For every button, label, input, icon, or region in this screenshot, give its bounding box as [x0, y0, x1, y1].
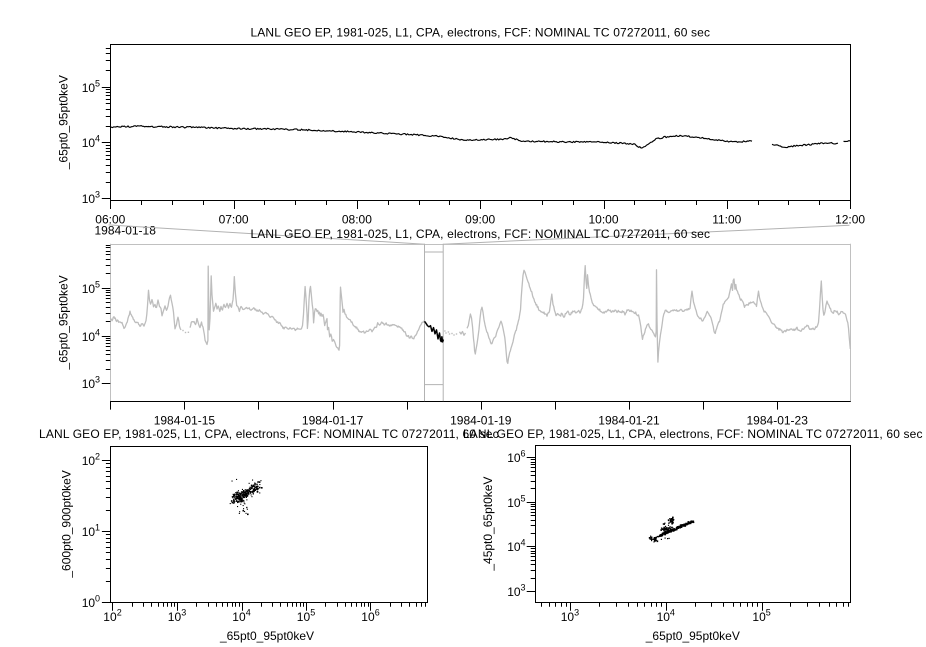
svg-text:11:00: 11:00 — [712, 213, 741, 227]
svg-text:5: 5 — [521, 494, 526, 504]
svg-text:4: 4 — [95, 328, 100, 338]
svg-text:10: 10 — [82, 136, 96, 150]
svg-text:10: 10 — [507, 585, 521, 599]
svg-text:LANL GEO EP, 1981-025, L1, CPA: LANL GEO EP, 1981-025, L1, CPA, electron… — [250, 227, 710, 241]
svg-text:5: 5 — [310, 608, 315, 618]
svg-text:_45pt0_65pt0keV: _45pt0_65pt0keV — [481, 477, 495, 572]
svg-text:10: 10 — [561, 610, 575, 624]
svg-text:10: 10 — [82, 81, 96, 95]
svg-text:6: 6 — [375, 608, 380, 618]
svg-text:1984-01-17: 1984-01-17 — [302, 413, 364, 427]
svg-text:06:00: 06:00 — [95, 213, 125, 227]
svg-text:_65pt0_95pt0keV: _65pt0_95pt0keV — [57, 275, 71, 370]
svg-text:2: 2 — [117, 608, 122, 618]
svg-text:_65pt0_95pt0keV: _65pt0_95pt0keV — [645, 629, 740, 643]
svg-text:10: 10 — [507, 540, 521, 554]
svg-text:LANL GEO EP, 1981-025, L1, CPA: LANL GEO EP, 1981-025, L1, CPA, electron… — [250, 26, 710, 40]
svg-text:5: 5 — [95, 79, 100, 89]
svg-text:10: 10 — [82, 192, 96, 206]
svg-text:1984-01-23: 1984-01-23 — [747, 413, 809, 427]
svg-text:4: 4 — [521, 538, 526, 548]
svg-text:10: 10 — [232, 610, 246, 624]
svg-text:4: 4 — [95, 134, 100, 144]
svg-text:10: 10 — [168, 610, 182, 624]
svg-text:10: 10 — [82, 525, 96, 539]
svg-text:3: 3 — [574, 608, 579, 618]
svg-text:3: 3 — [95, 190, 100, 200]
svg-text:10: 10 — [103, 610, 117, 624]
svg-text:10: 10 — [507, 451, 521, 465]
svg-text:0: 0 — [95, 594, 100, 604]
svg-text:10: 10 — [361, 610, 375, 624]
svg-text:10: 10 — [752, 610, 766, 624]
svg-text:10: 10 — [82, 377, 96, 391]
svg-text:3: 3 — [95, 375, 100, 385]
svg-text:10: 10 — [82, 596, 96, 610]
svg-text:10: 10 — [657, 610, 671, 624]
svg-text:10:00: 10:00 — [588, 213, 618, 227]
svg-text:6: 6 — [521, 449, 526, 459]
svg-text:5: 5 — [766, 608, 771, 618]
svg-text:2: 2 — [95, 452, 100, 462]
svg-text:3: 3 — [521, 583, 526, 593]
svg-text:10: 10 — [82, 330, 96, 344]
svg-text:1: 1 — [95, 523, 100, 533]
svg-text:3: 3 — [181, 608, 186, 618]
svg-text:_65pt0_95pt0keV: _65pt0_95pt0keV — [57, 75, 71, 170]
svg-text:10: 10 — [507, 496, 521, 510]
svg-text:4: 4 — [246, 608, 251, 618]
svg-text:08:00: 08:00 — [342, 213, 372, 227]
svg-text:LANL GEO EP, 1981-025, L1, CPA: LANL GEO EP, 1981-025, L1, CPA, electron… — [463, 427, 923, 441]
svg-text:12:00: 12:00 — [835, 213, 865, 227]
svg-text:1984-01-21: 1984-01-21 — [598, 413, 660, 427]
svg-text:10: 10 — [297, 610, 311, 624]
svg-text:07:00: 07:00 — [219, 213, 249, 227]
svg-text:1984-01-15: 1984-01-15 — [154, 413, 216, 427]
svg-text:4: 4 — [670, 608, 675, 618]
svg-text:10: 10 — [82, 282, 96, 296]
svg-text:_600pt0_900pt0keV: _600pt0_900pt0keV — [60, 470, 74, 578]
svg-text:_65pt0_95pt0keV: _65pt0_95pt0keV — [219, 629, 314, 643]
svg-text:5: 5 — [95, 280, 100, 290]
svg-text:10: 10 — [82, 454, 96, 468]
svg-text:1984-01-19: 1984-01-19 — [450, 413, 512, 427]
svg-text:09:00: 09:00 — [465, 213, 495, 227]
svg-text:LANL GEO EP, 1981-025, L1, CPA: LANL GEO EP, 1981-025, L1, CPA, electron… — [39, 427, 499, 441]
